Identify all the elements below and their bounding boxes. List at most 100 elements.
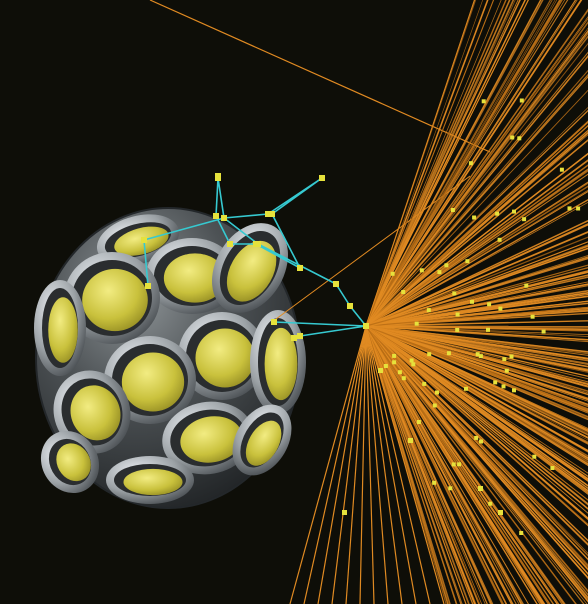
particle-track: [365, 325, 588, 436]
energy-deposit: [435, 390, 439, 395]
energy-deposit: [401, 376, 406, 381]
energy-deposit: [414, 321, 419, 326]
particle-track: [331, 325, 367, 604]
energy-deposit: [255, 241, 261, 247]
particle-track: [365, 325, 588, 356]
particle-track: [365, 325, 462, 604]
particle-track: [365, 325, 588, 413]
particle-track: [365, 236, 588, 327]
energy-deposit: [475, 352, 480, 357]
particle-track: [365, 325, 588, 439]
particle-track: [365, 35, 588, 327]
particle-track: [365, 302, 588, 327]
particle-track: [365, 325, 588, 480]
particle-track: [365, 198, 588, 327]
particle-track: [365, 264, 588, 327]
particle-track: [365, 0, 484, 327]
photomultiplier-tube: [162, 401, 254, 475]
energy-deposit: [517, 136, 522, 141]
energy-deposit: [422, 381, 427, 386]
photomultiplier-tube: [96, 214, 180, 266]
energy-deposit: [524, 283, 529, 288]
particle-track: [365, 281, 588, 327]
particle-track: [365, 325, 588, 365]
particle-track: [365, 54, 588, 327]
particle-track: [365, 0, 515, 327]
energy-deposit: [221, 215, 227, 221]
particle-track: [345, 325, 367, 604]
photomultiplier-tube: [232, 404, 292, 476]
particle-track: [365, 325, 588, 505]
particle-track: [365, 274, 588, 327]
pmt-face: [180, 416, 243, 463]
energy-deposit: [501, 384, 506, 389]
particle-track: [365, 325, 588, 394]
particle-track: [365, 325, 513, 604]
particle-track: [365, 231, 588, 327]
energy-deposit: [269, 211, 275, 217]
energy-deposit: [510, 135, 515, 140]
particle-track: [365, 120, 588, 327]
particle-track: [365, 325, 476, 604]
particle-track: [365, 325, 588, 554]
particle-track: [365, 107, 588, 327]
energy-deposit: [437, 270, 442, 275]
particle-track: [365, 17, 588, 327]
particle-track: [365, 325, 577, 604]
particle-track: [365, 300, 588, 327]
pmt-face: [123, 468, 183, 496]
particle-track: [365, 325, 588, 492]
particle-track: [365, 276, 588, 327]
energy-deposit: [530, 314, 535, 319]
particle-track: [365, 257, 588, 327]
energy-deposit: [495, 211, 500, 216]
particle-track: [365, 267, 588, 327]
particle-track: [365, 75, 588, 327]
energy-deposit: [448, 486, 453, 491]
energy-deposit: [291, 335, 297, 341]
particle-track: [365, 69, 588, 327]
energy-deposit: [383, 364, 388, 368]
particle-track: [365, 202, 588, 327]
energy-deposit: [319, 175, 325, 181]
photomultiplier-tube: [40, 430, 100, 494]
particle-track: [365, 325, 588, 373]
particle-track: [365, 312, 588, 327]
pmt-face: [82, 268, 148, 332]
energy-deposit: [271, 319, 277, 325]
particle-track: [365, 139, 588, 327]
particle-track: [365, 325, 488, 604]
energy-deposit: [512, 209, 516, 214]
particle-track: [365, 0, 566, 327]
particle-track: [365, 310, 588, 327]
particle-track: [365, 325, 588, 457]
energy-deposit: [432, 403, 437, 408]
particle-track: [365, 325, 529, 604]
particle-track: [365, 325, 375, 604]
particle-track: [365, 325, 558, 604]
particle-track: [365, 325, 588, 421]
particle-track: [365, 152, 588, 327]
detector-sphere: [34, 207, 306, 509]
particle-track: [365, 0, 489, 327]
particle-track: [365, 283, 588, 327]
particle-track: [365, 73, 588, 327]
energy-deposit: [474, 435, 479, 440]
particle-track: [365, 325, 467, 604]
energy-deposit: [522, 217, 527, 222]
particle-track: [365, 0, 507, 327]
particle-track: [365, 325, 588, 506]
energy-deposit: [141, 237, 147, 243]
energy-deposit: [478, 486, 483, 491]
particle-track: [365, 168, 588, 327]
particle-track: [365, 325, 588, 411]
track-path-line: [143, 177, 367, 339]
pmt-face: [163, 253, 227, 303]
particle-track: [365, 325, 560, 604]
particle-track: [365, 325, 588, 604]
energy-deposit: [465, 259, 470, 264]
energy-deposit: [363, 323, 369, 329]
particle-track: [365, 189, 588, 327]
energy-deposit: [446, 351, 451, 356]
